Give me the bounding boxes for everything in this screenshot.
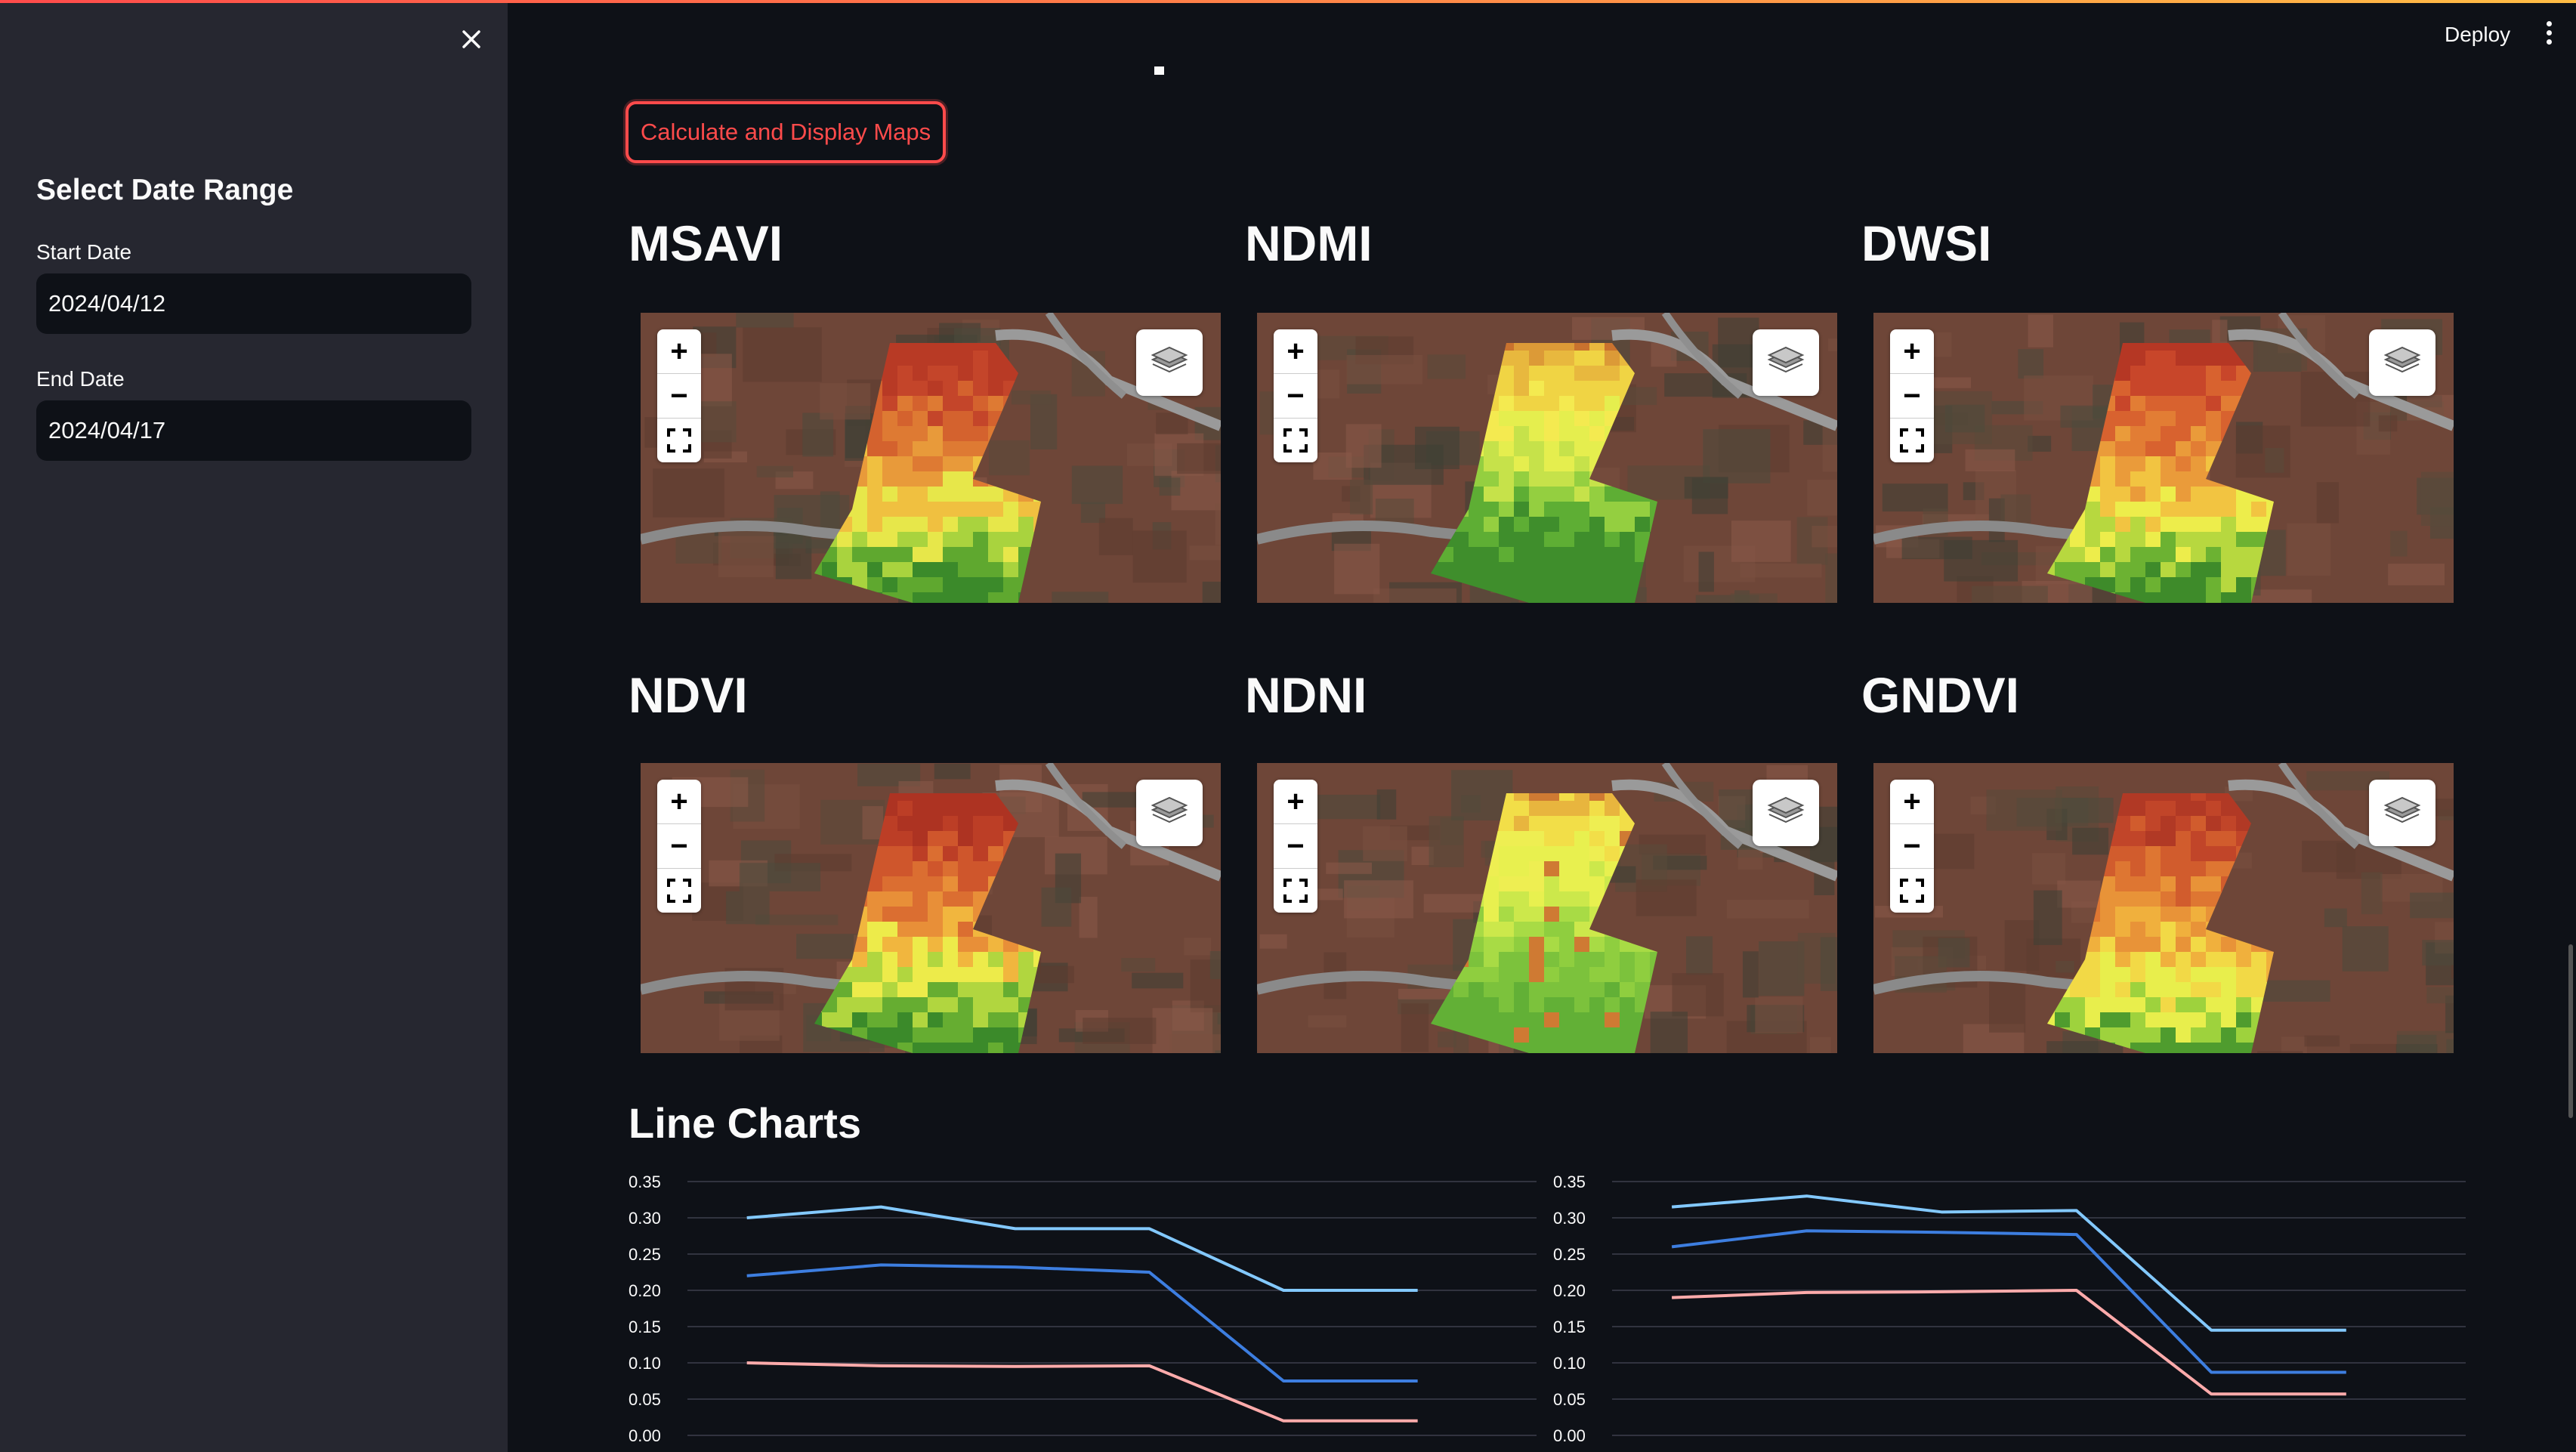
map-ndni[interactable]: + −: [1257, 763, 1837, 1053]
y-tick-label: 0.25: [629, 1245, 661, 1264]
layers-icon[interactable]: [1753, 780, 1819, 846]
map-imagery: [641, 763, 1221, 1053]
sidebar-title: Select Date Range: [36, 174, 294, 206]
status-indicator: [1154, 66, 1164, 75]
y-tick-label: 0.20: [629, 1281, 661, 1300]
fullscreen-icon[interactable]: [657, 419, 701, 462]
y-tick-label: 0.00: [1553, 1426, 1586, 1445]
series-line: [746, 1361, 1418, 1423]
y-tick-label: 0.05: [629, 1390, 661, 1409]
zoom-control: + −: [1274, 329, 1317, 462]
series-line: [746, 1205, 1418, 1292]
series-line: [746, 1263, 1418, 1382]
zoom-control: + −: [657, 329, 701, 462]
line-charts-title: Line Charts: [629, 1099, 862, 1147]
scrollbar[interactable]: [2568, 944, 2573, 1118]
fullscreen-icon[interactable]: [657, 869, 701, 913]
y-tick-label: 0.30: [1553, 1209, 1586, 1228]
layers-icon[interactable]: [2369, 780, 2435, 846]
series-line: [1672, 1289, 2346, 1396]
y-tick-label: 0.20: [1553, 1281, 1586, 1300]
y-tick-label: 0.35: [629, 1172, 661, 1191]
minus-icon[interactable]: −: [1890, 374, 1934, 419]
deploy-button[interactable]: Deploy: [2445, 23, 2511, 46]
layers-icon[interactable]: [1136, 780, 1203, 846]
map-imagery: [641, 313, 1221, 603]
y-tick-label: 0.10: [1553, 1354, 1586, 1373]
fullscreen-icon[interactable]: [1890, 419, 1934, 462]
zoom-control: + −: [657, 780, 701, 913]
fullscreen-icon[interactable]: [1274, 869, 1317, 913]
map-imagery: [1257, 313, 1837, 603]
map-ndmi[interactable]: + −: [1257, 313, 1837, 603]
map-imagery: [1873, 313, 2454, 603]
top-decoration: [0, 0, 2576, 3]
layers-icon[interactable]: [1753, 329, 1819, 396]
map-imagery: [1873, 763, 2454, 1053]
layers-icon[interactable]: [1136, 329, 1203, 396]
plus-icon[interactable]: +: [1274, 329, 1317, 374]
sidebar: Select Date Range Start Date End Date: [0, 3, 508, 1452]
y-tick-label: 0.30: [629, 1209, 661, 1228]
minus-icon[interactable]: −: [1890, 824, 1934, 869]
zoom-control: + −: [1274, 780, 1317, 913]
map-title-ndvi: NDVI: [629, 667, 748, 723]
end-date-input[interactable]: [36, 400, 471, 461]
close-icon[interactable]: [456, 24, 486, 54]
plus-icon[interactable]: +: [1274, 780, 1317, 824]
calculate-maps-button[interactable]: Calculate and Display Maps: [625, 101, 946, 163]
y-tick-label: 0.00: [629, 1426, 661, 1445]
line-chart-2: 0.35 0.30 0.25 0.20 0.15 0.10 0.05 0.00: [1553, 1172, 2466, 1445]
y-tick-label: 0.05: [1553, 1390, 1586, 1409]
y-tick-label: 0.35: [1553, 1172, 1586, 1191]
minus-icon[interactable]: −: [1274, 824, 1317, 869]
fullscreen-icon[interactable]: [1274, 419, 1317, 462]
map-title-msavi: MSAVI: [629, 215, 783, 271]
map-ndvi[interactable]: + −: [641, 763, 1221, 1053]
map-msavi[interactable]: + −: [641, 313, 1221, 603]
more-vertical-icon[interactable]: [2543, 21, 2555, 48]
series-line: [1671, 1194, 2346, 1332]
map-dwsi[interactable]: + −: [1873, 313, 2454, 603]
map-title-ndmi: NDMI: [1245, 215, 1373, 271]
end-date-label: End Date: [36, 367, 125, 391]
plus-icon[interactable]: +: [1890, 329, 1934, 374]
plus-icon[interactable]: +: [1890, 780, 1934, 824]
y-tick-label: 0.25: [1553, 1245, 1586, 1264]
map-gndvi[interactable]: + −: [1873, 763, 2454, 1053]
zoom-control: + −: [1890, 329, 1934, 462]
minus-icon[interactable]: −: [657, 374, 701, 419]
fullscreen-icon[interactable]: [1890, 869, 1934, 913]
zoom-control: + −: [1890, 780, 1934, 913]
minus-icon[interactable]: −: [657, 824, 701, 869]
plus-icon[interactable]: +: [657, 329, 701, 374]
line-chart-1: 0.35 0.30 0.25 0.20 0.15 0.10 0.05 0.00: [629, 1172, 1537, 1445]
y-tick-label: 0.10: [629, 1354, 661, 1373]
map-title-ndni: NDNI: [1245, 667, 1367, 723]
start-date-label: Start Date: [36, 240, 132, 264]
layers-icon[interactable]: [2369, 329, 2435, 396]
y-tick-label: 0.15: [629, 1318, 661, 1336]
map-title-gndvi: GNDVI: [1861, 667, 2020, 723]
series-line: [1671, 1229, 2346, 1374]
map-imagery: [1257, 763, 1837, 1053]
start-date-input[interactable]: [36, 273, 471, 334]
minus-icon[interactable]: −: [1274, 374, 1317, 419]
plus-icon[interactable]: +: [657, 780, 701, 824]
y-tick-label: 0.15: [1553, 1318, 1586, 1336]
map-title-dwsi: DWSI: [1861, 215, 1992, 271]
